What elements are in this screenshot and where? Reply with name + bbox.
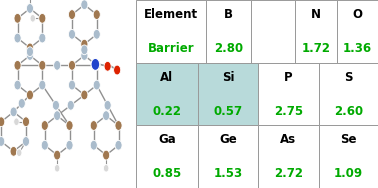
Circle shape [54, 164, 60, 172]
Circle shape [22, 117, 29, 127]
Text: Al: Al [160, 71, 174, 84]
Circle shape [93, 10, 100, 20]
Text: N: N [311, 8, 321, 21]
Circle shape [90, 140, 97, 150]
Circle shape [66, 121, 73, 130]
Circle shape [115, 140, 122, 150]
Circle shape [30, 15, 36, 22]
Circle shape [18, 99, 25, 108]
Circle shape [102, 111, 110, 121]
Text: 2.75: 2.75 [274, 105, 303, 118]
Circle shape [39, 80, 46, 90]
Circle shape [39, 61, 46, 70]
Text: O: O [352, 8, 363, 21]
Circle shape [0, 136, 5, 146]
Text: S: S [344, 71, 353, 84]
Text: 1.09: 1.09 [334, 167, 363, 180]
Circle shape [104, 164, 109, 172]
Circle shape [115, 121, 122, 130]
Bar [136, 125, 198, 188]
Circle shape [104, 100, 111, 110]
Circle shape [90, 121, 97, 130]
Bar [294, 0, 337, 63]
Text: P: P [284, 71, 293, 84]
Text: 2.60: 2.60 [334, 105, 363, 118]
Text: 1.36: 1.36 [343, 42, 372, 55]
Text: Ge: Ge [219, 133, 237, 146]
Circle shape [54, 61, 61, 70]
Circle shape [14, 80, 21, 90]
Bar [198, 63, 258, 125]
Circle shape [81, 0, 88, 10]
Circle shape [14, 61, 21, 70]
Bar [251, 0, 294, 63]
Circle shape [93, 80, 100, 90]
Circle shape [14, 118, 19, 126]
Text: 1.53: 1.53 [214, 167, 243, 180]
Circle shape [26, 4, 34, 13]
Circle shape [91, 58, 100, 70]
Circle shape [22, 137, 29, 146]
Circle shape [68, 29, 76, 39]
Circle shape [81, 51, 88, 60]
Circle shape [81, 90, 88, 100]
Circle shape [66, 140, 73, 150]
Circle shape [26, 43, 34, 53]
Circle shape [68, 80, 76, 90]
Text: 2.72: 2.72 [274, 167, 303, 180]
Circle shape [17, 149, 22, 156]
Circle shape [10, 107, 17, 117]
Circle shape [114, 65, 121, 75]
Circle shape [41, 121, 48, 130]
Text: Se: Se [340, 133, 356, 146]
Circle shape [68, 10, 76, 20]
Circle shape [53, 100, 59, 110]
Bar [319, 63, 378, 125]
Text: 0.85: 0.85 [152, 167, 181, 180]
Circle shape [39, 33, 46, 43]
Text: Element: Element [144, 8, 198, 21]
Circle shape [14, 33, 21, 43]
Circle shape [41, 140, 48, 150]
Bar [319, 125, 378, 188]
Text: Barrier: Barrier [148, 42, 194, 55]
Circle shape [68, 61, 76, 70]
Text: 0.57: 0.57 [214, 105, 243, 118]
Circle shape [54, 111, 61, 121]
Text: As: As [280, 133, 297, 146]
Circle shape [81, 39, 88, 49]
Bar [337, 0, 378, 63]
Bar [136, 63, 198, 125]
Circle shape [26, 47, 34, 57]
Circle shape [54, 150, 61, 160]
Circle shape [14, 14, 21, 23]
Circle shape [26, 90, 34, 100]
Circle shape [10, 146, 17, 156]
Circle shape [102, 150, 110, 160]
Text: Si: Si [222, 71, 234, 84]
Circle shape [26, 51, 34, 60]
Bar [258, 63, 319, 125]
Text: 0.22: 0.22 [152, 105, 181, 118]
Bar [136, 0, 206, 63]
Text: B: B [224, 8, 233, 21]
Circle shape [39, 14, 46, 23]
Circle shape [93, 30, 100, 39]
Circle shape [93, 61, 100, 70]
Circle shape [81, 45, 88, 55]
Circle shape [67, 100, 74, 110]
Bar [258, 125, 319, 188]
Text: 1.72: 1.72 [301, 42, 330, 55]
Circle shape [104, 61, 111, 71]
Text: 2.80: 2.80 [214, 42, 243, 55]
Circle shape [0, 117, 5, 127]
Bar [198, 125, 258, 188]
Text: Ga: Ga [158, 133, 176, 146]
Bar [206, 0, 251, 63]
